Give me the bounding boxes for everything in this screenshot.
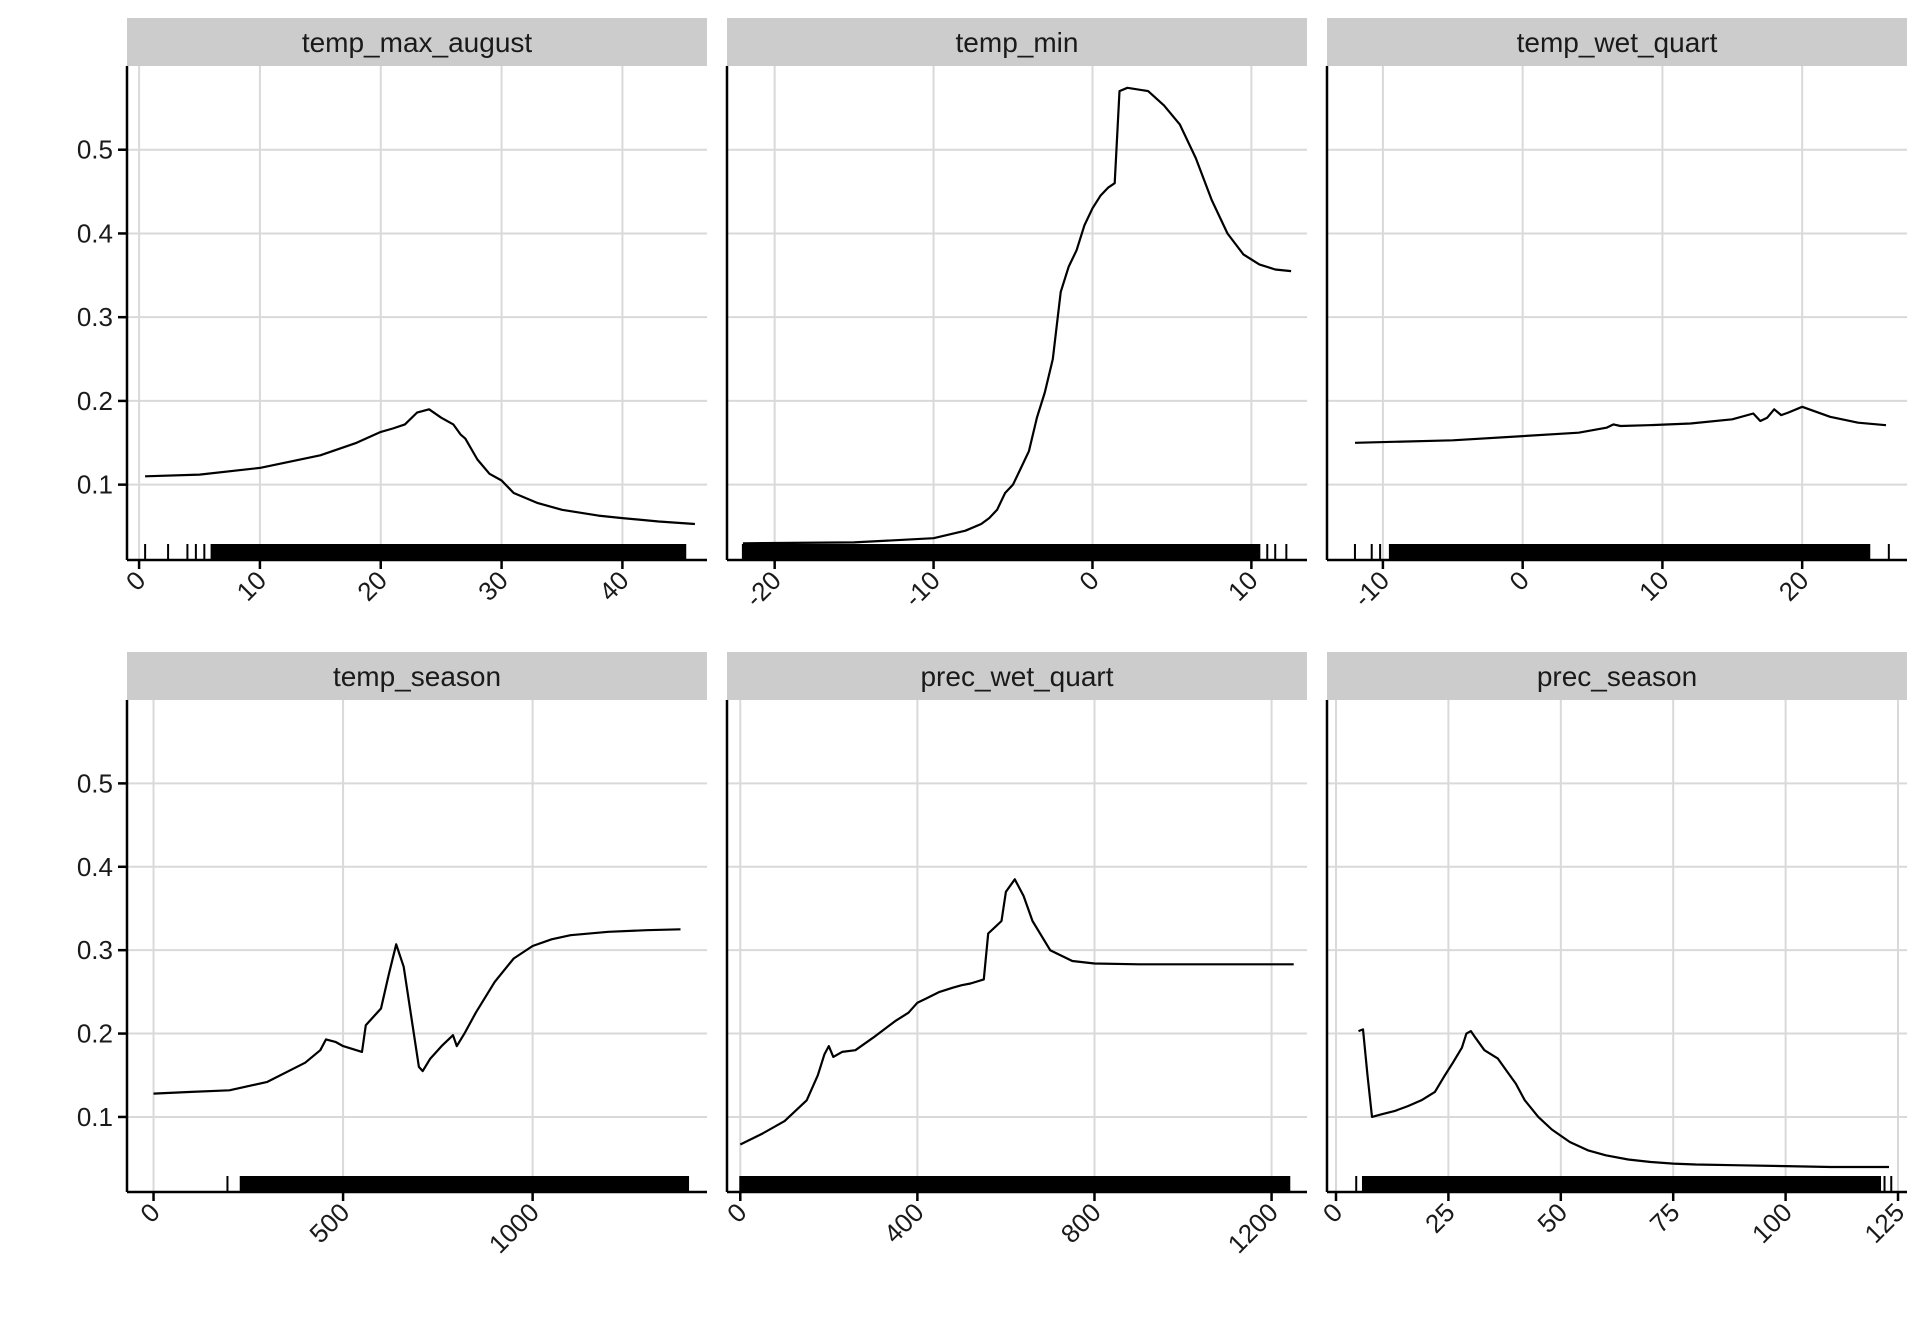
- series-line: [153, 928, 681, 1095]
- rug: [1353, 544, 1890, 560]
- x-tick-label: 400: [878, 1197, 930, 1249]
- y-tick-label: 0.4: [77, 218, 113, 248]
- y-tick-label: 0.3: [77, 935, 113, 965]
- x-tick-label: 25: [1419, 1197, 1461, 1239]
- y-tick-label: 0.1: [77, 1102, 113, 1132]
- facet-title: prec_season: [1537, 661, 1697, 692]
- x-tick-label: 0: [1073, 565, 1104, 596]
- series-line: [1354, 405, 1887, 444]
- x-tick-label: 1000: [483, 1197, 545, 1259]
- x-tick-label: 800: [1055, 1197, 1107, 1249]
- facet-strip: [727, 652, 1307, 700]
- y-tick-label: 0.5: [77, 768, 113, 798]
- facet-strip: [1327, 18, 1907, 66]
- panel-prec_season: prec_season 0 25 50 75 100 125: [1317, 652, 1910, 1249]
- x-tick-label: 30: [472, 565, 514, 607]
- y-tick-label: 0.4: [77, 852, 113, 882]
- x-tick-label: -10: [898, 565, 946, 613]
- x-tick-label: 75: [1644, 1197, 1686, 1239]
- x-tick-label: 0: [120, 565, 151, 596]
- x-tick-label: 1200: [1222, 1197, 1284, 1259]
- facet-strip: [127, 652, 707, 700]
- facet-title: temp_min: [956, 27, 1079, 58]
- y-tick-label: 0.2: [77, 1019, 113, 1049]
- x-tick-label: 10: [1633, 565, 1675, 607]
- x-tick-label: 100: [1746, 1197, 1798, 1249]
- x-tick-label: -10: [1347, 565, 1395, 613]
- y-tick-label: 0.3: [77, 302, 113, 332]
- x-tick-label: 10: [230, 565, 272, 607]
- series-line: [145, 408, 695, 526]
- x-tick-label: 10: [1222, 565, 1264, 607]
- x-tick-label: 0: [721, 1197, 752, 1228]
- y-tick-label: 0.1: [77, 470, 113, 500]
- series-line: [739, 878, 1294, 1146]
- x-tick-label: 125: [1858, 1197, 1910, 1249]
- x-tick-label: 40: [593, 565, 635, 607]
- facet-title: temp_max_august: [302, 27, 533, 58]
- panel-prec_wet_quart: prec_wet_quart 0 400 800 1200: [721, 652, 1307, 1259]
- facet-title: temp_season: [333, 661, 501, 692]
- panel-temp_wet_quart: temp_wet_quart -10 0 10 20: [1325, 18, 1907, 613]
- facet-strip: [727, 18, 1307, 66]
- x-tick-label: 50: [1531, 1197, 1573, 1239]
- rug: [739, 1176, 1291, 1192]
- panel-temp_min: temp_min -20 -10 0 10: [725, 18, 1307, 613]
- y-tick-label: 0.2: [77, 386, 113, 416]
- y-tick-label: 0.5: [77, 135, 113, 165]
- facet-title: prec_wet_quart: [920, 661, 1113, 692]
- x-tick-label: 500: [303, 1197, 355, 1249]
- rug: [741, 544, 1288, 560]
- facet-strip: [127, 18, 707, 66]
- x-tick-label: 0: [1503, 565, 1534, 596]
- facet-strip: [1327, 652, 1907, 700]
- panel-temp_max_august: temp_max_august 0 10 20 30 40 0.1 0.2 0.3 0.4 0.5: [77, 18, 707, 607]
- series-line: [742, 86, 1292, 545]
- x-tick-label: 0: [1317, 1197, 1348, 1228]
- rug: [1355, 1176, 1893, 1192]
- x-tick-label: 20: [351, 565, 393, 607]
- x-tick-label: -20: [739, 565, 787, 613]
- x-tick-label: 0: [134, 1197, 165, 1228]
- series-line: [1358, 1028, 1889, 1169]
- rug: [144, 544, 687, 560]
- x-tick-label: 20: [1773, 565, 1815, 607]
- panel-temp_season: temp_season 0 500 1000 0.1 0.2 0.3 0.4 0.5: [77, 652, 707, 1259]
- facet-title: temp_wet_quart: [1517, 27, 1718, 58]
- rug: [226, 1176, 690, 1192]
